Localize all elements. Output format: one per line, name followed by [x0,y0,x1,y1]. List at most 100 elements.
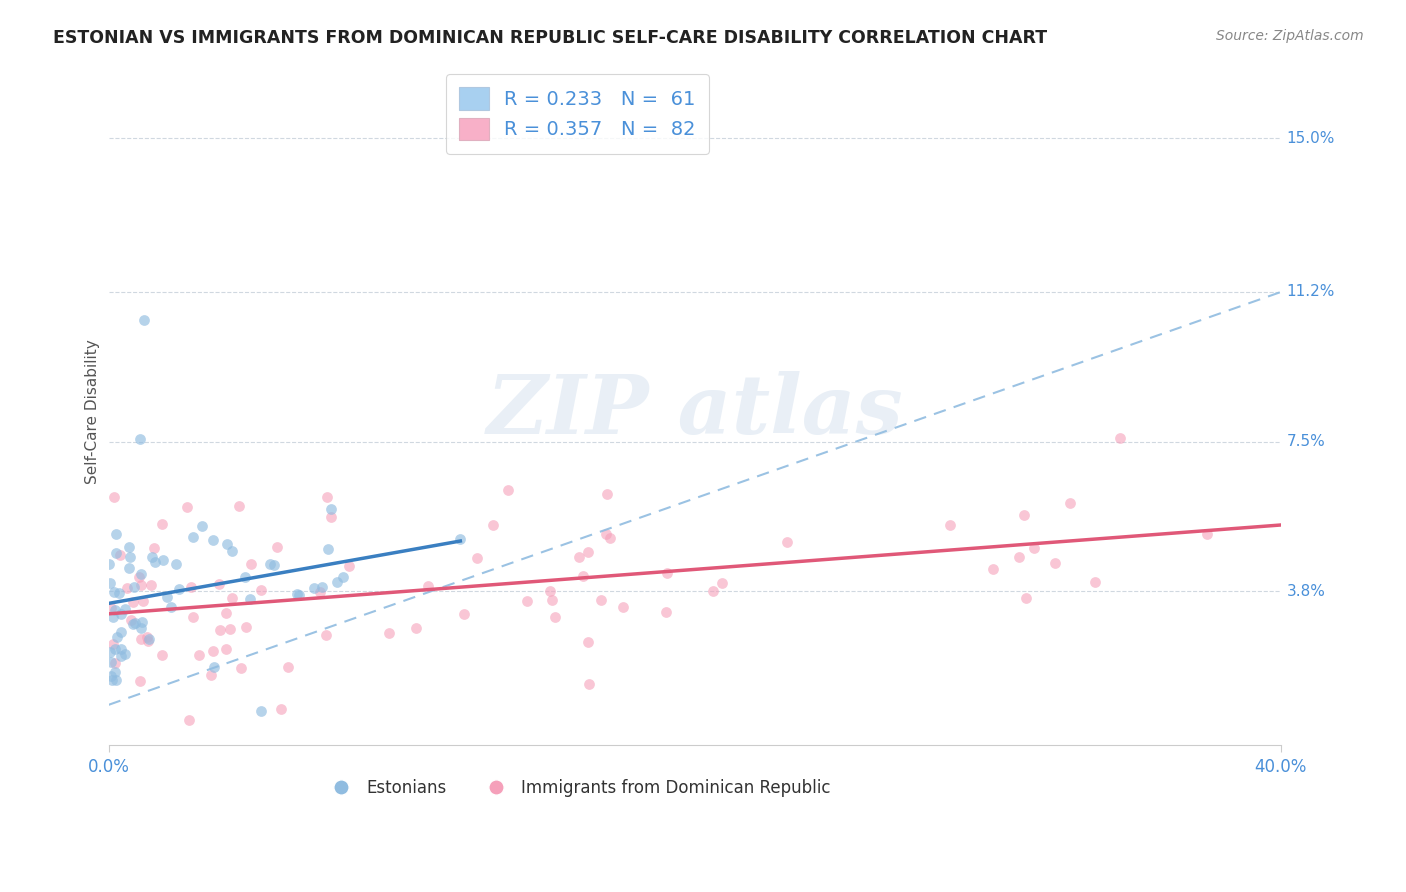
Point [132,313,155,327]
Point [316,491,339,505]
Point [239,557,262,571]
Point [318,542,340,557]
Point [309,585,332,599]
Point [326,575,349,590]
Point [100,655,122,669]
Point [405,621,427,635]
Point [105,630,128,644]
Point [181,609,204,624]
Point [110,624,132,639]
Point [576,634,599,648]
Point [285,587,308,601]
Point [202,644,225,658]
Point [176,500,198,515]
Point [1024,541,1046,555]
Point [1195,527,1218,541]
Point [104,642,127,657]
Point [202,533,225,547]
Point [114,601,136,615]
Point [655,566,678,581]
Point [104,657,127,671]
Point [516,594,538,608]
Point [143,556,166,570]
Point [150,648,173,662]
Point [131,615,153,629]
Point [209,623,232,637]
Point [221,543,243,558]
Point [711,576,734,591]
Point [578,677,600,691]
Point [98,645,121,659]
Point [1008,550,1031,565]
Point [302,581,325,595]
Point [143,541,166,555]
Legend: Estonians, Immigrants from Dominican Republic: Estonians, Immigrants from Dominican Rep… [318,772,838,804]
Point [117,540,139,554]
Point [277,660,299,674]
Point [98,557,121,571]
Point [103,490,125,504]
Point [139,578,162,592]
Point [235,620,257,634]
Point [231,661,253,675]
Point [449,532,471,546]
Point [1108,431,1130,445]
Point [121,617,143,632]
Point [239,592,262,607]
Point [98,576,121,591]
Point [141,550,163,565]
Point [233,569,256,583]
Point [105,526,128,541]
Point [103,585,125,599]
Point [541,593,564,607]
Point [129,567,152,582]
Point [332,570,354,584]
Point [135,630,157,644]
Point [124,616,146,631]
Text: ESTONIAN VS IMMIGRANTS FROM DOMINICAN REPUBLIC SELF-CARE DISABILITY CORRELATION : ESTONIAN VS IMMIGRANTS FROM DOMINICAN RE… [53,29,1047,46]
Point [110,607,132,622]
Point [100,669,122,683]
Point [599,531,621,545]
Point [100,600,122,615]
Point [219,622,242,636]
Point [544,610,567,624]
Point [120,613,142,627]
Point [128,570,150,584]
Point [122,580,145,594]
Point [288,588,311,602]
Point [101,637,124,651]
Point [377,626,399,640]
Point [1084,575,1107,590]
Point [208,577,231,591]
Point [204,660,226,674]
Point [180,580,202,594]
Point [200,667,222,681]
Point [221,591,243,606]
Point [939,518,962,533]
Point [156,590,179,604]
Point [572,569,595,583]
Point [129,632,152,646]
Point [191,518,214,533]
Text: 3.8%: 3.8% [1286,584,1326,599]
Point [595,527,617,541]
Point [103,610,125,624]
Text: Source: ZipAtlas.com: Source: ZipAtlas.com [1216,29,1364,43]
Point [104,665,127,679]
Point [319,510,342,524]
Point [165,557,187,571]
Point [129,674,152,689]
Text: 7.5%: 7.5% [1286,434,1326,450]
Point [131,594,153,608]
Point [152,553,174,567]
Point [337,559,360,574]
Point [150,517,173,532]
Point [179,713,201,727]
Point [121,595,143,609]
Point [228,500,250,514]
Text: 15.0%: 15.0% [1286,130,1336,145]
Point [104,546,127,560]
Text: ZIP atlas: ZIP atlas [486,371,903,451]
Point [110,642,132,657]
